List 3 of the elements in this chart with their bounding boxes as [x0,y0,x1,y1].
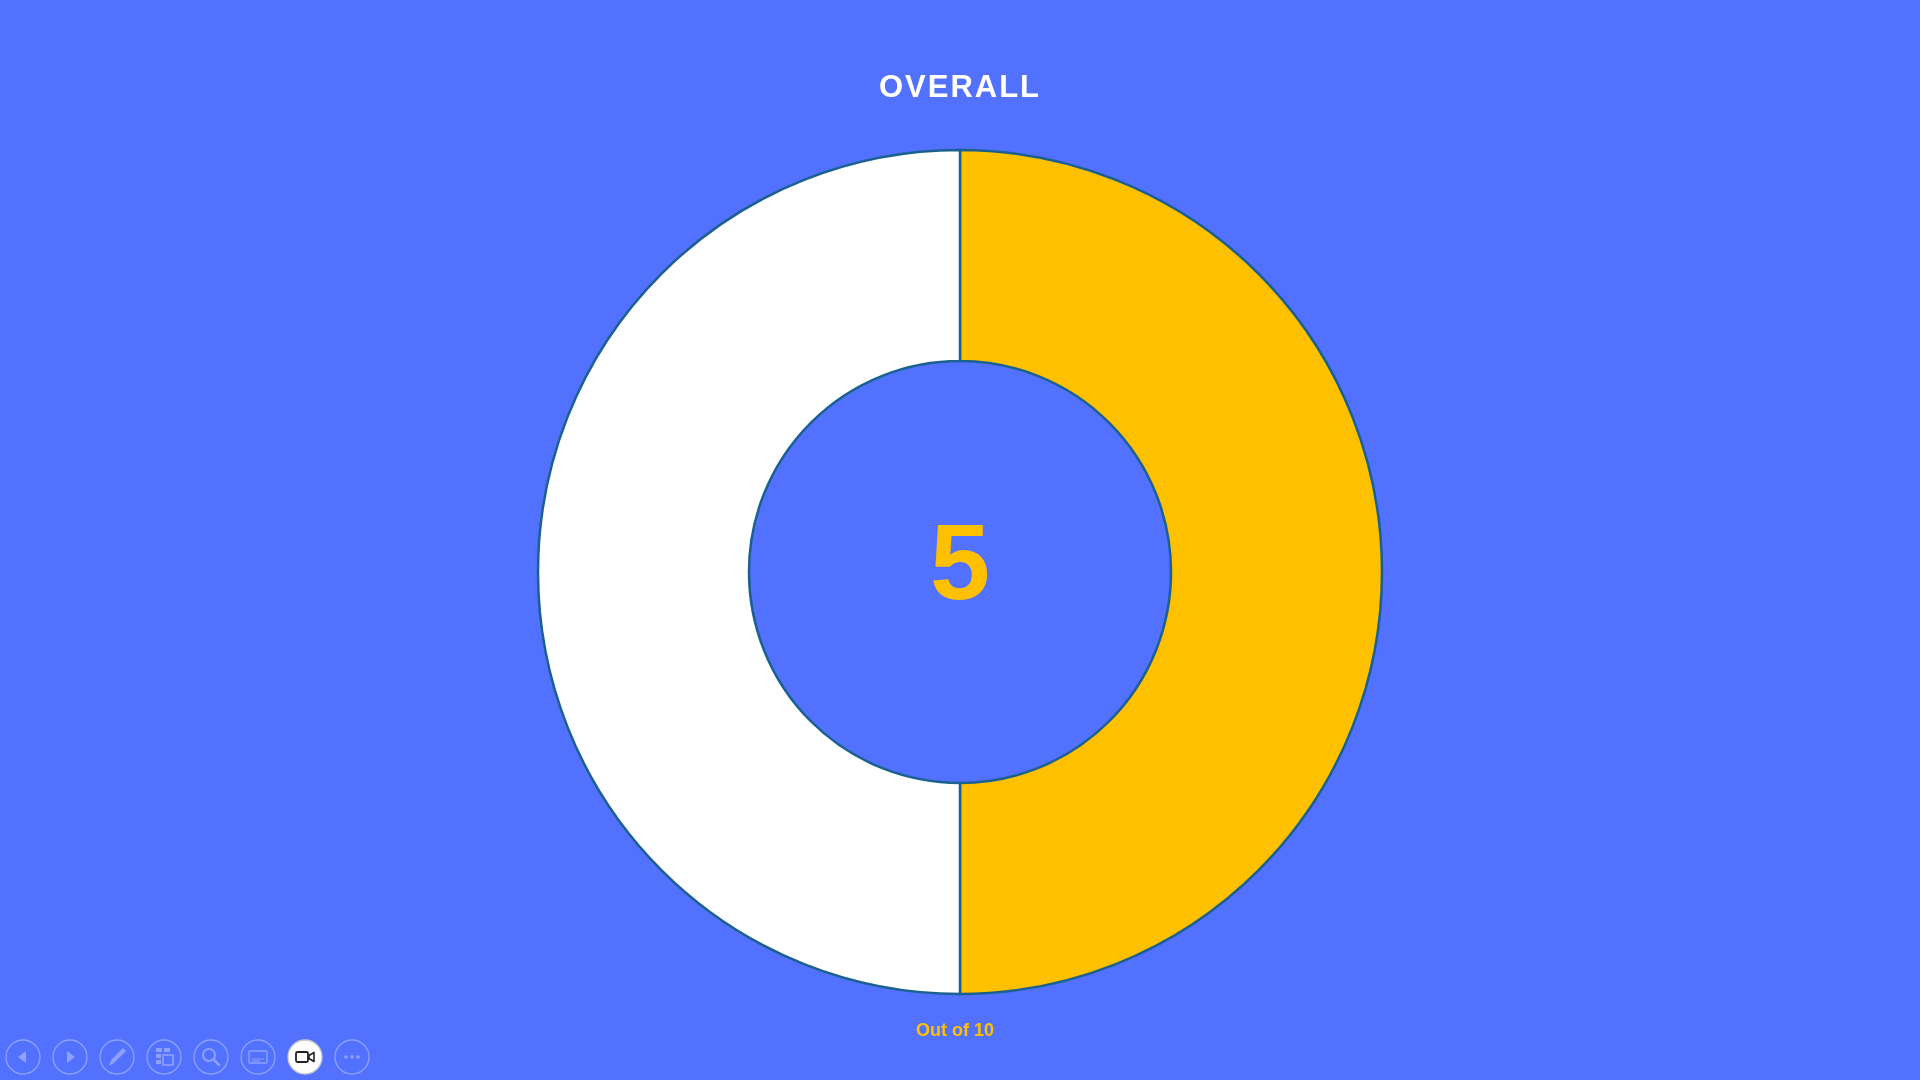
chart-title: OVERALL [878,69,1042,105]
text: Out of 10 [915,1019,995,1041]
text: 5 [929,499,991,624]
